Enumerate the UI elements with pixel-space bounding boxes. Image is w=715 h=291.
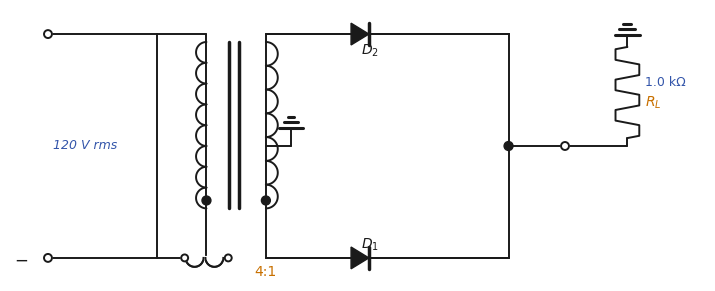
Text: 4:1: 4:1 <box>255 265 277 279</box>
Polygon shape <box>351 23 369 45</box>
Text: 120 V rms: 120 V rms <box>52 139 117 152</box>
Text: $R_L$: $R_L$ <box>645 94 661 111</box>
Circle shape <box>561 142 569 150</box>
Polygon shape <box>351 247 369 269</box>
Text: 1.0 kΩ: 1.0 kΩ <box>645 76 686 89</box>
Circle shape <box>44 254 52 262</box>
Circle shape <box>225 254 232 261</box>
Circle shape <box>504 141 513 150</box>
Circle shape <box>202 196 211 205</box>
Circle shape <box>262 196 270 205</box>
Text: $D_2$: $D_2$ <box>361 42 379 59</box>
Circle shape <box>44 30 52 38</box>
Text: $-$: $-$ <box>14 251 29 269</box>
Circle shape <box>181 254 188 261</box>
Text: $D_1$: $D_1$ <box>361 236 379 253</box>
